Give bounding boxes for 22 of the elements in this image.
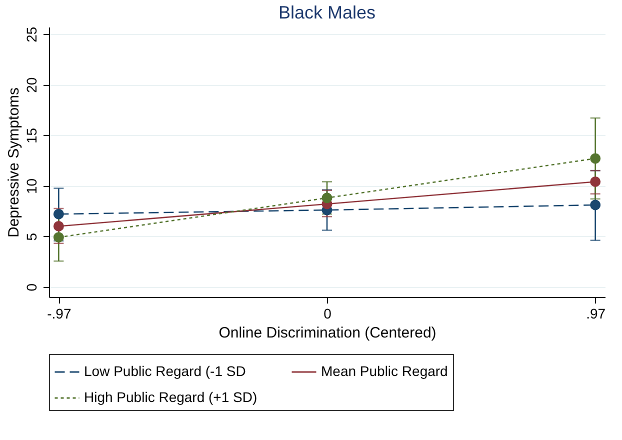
point: [322, 192, 332, 204]
legend-label: Low Public Regard (-1 SD: [84, 363, 246, 379]
point: [590, 200, 601, 210]
legend-label: High Public Regard (+1 SD): [84, 389, 258, 405]
point: [590, 153, 601, 164]
point: [53, 232, 64, 243]
y-tick-label: 20: [24, 77, 40, 93]
y-tick-label: 0: [24, 283, 40, 292]
point: [590, 176, 601, 187]
point: [53, 220, 64, 232]
point: [53, 208, 64, 220]
x-tick-label: -.97: [47, 306, 72, 322]
y-tick-label: 25: [24, 26, 40, 42]
y-tick-label: 5: [24, 232, 40, 241]
x-tick-label: 0: [324, 306, 332, 322]
x-tick-label: .97: [586, 306, 606, 322]
y-tick-label: 10: [24, 178, 40, 194]
x-axis-title: Online Discrimination (Centered): [218, 324, 436, 342]
chart-title: Black Males: [278, 2, 376, 22]
y-tick-label: 15: [24, 128, 40, 144]
y-axis-title: Depressive Symptoms: [6, 87, 22, 238]
legend-label: Mean Public Regard: [321, 363, 448, 379]
